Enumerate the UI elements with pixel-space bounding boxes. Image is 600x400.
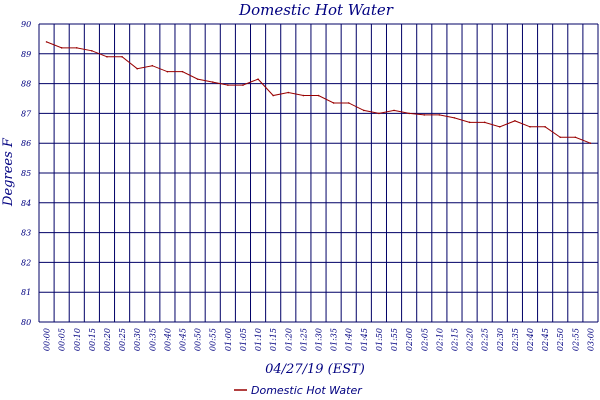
- y-tick-label: 83: [21, 229, 31, 238]
- y-tick-label: 85: [21, 169, 31, 178]
- data-point: [363, 109, 365, 112]
- data-point: [544, 126, 546, 128]
- data-point: [468, 121, 471, 124]
- data-point: [181, 70, 184, 73]
- x-tick-label: 01:25: [299, 328, 308, 351]
- y-tick-label: 80: [21, 318, 31, 327]
- data-point: [393, 109, 395, 112]
- data-point: [498, 126, 501, 128]
- data-point: [151, 64, 154, 67]
- data-point: [121, 55, 123, 58]
- data-point: [196, 78, 199, 80]
- x-tick-label: 01:50: [375, 328, 384, 351]
- data-point: [453, 117, 456, 119]
- x-tick-label: 01:40: [345, 328, 354, 351]
- x-tick-label: 03:00: [586, 328, 595, 351]
- data-point: [242, 84, 244, 86]
- y-gridlines: [39, 23, 598, 323]
- data-point: [257, 78, 259, 80]
- x-tick-label: 02:00: [405, 328, 414, 351]
- y-tick-label: 81: [21, 288, 31, 297]
- x-tick-label: 02:35: [511, 328, 520, 351]
- x-tick-label: 02:45: [541, 328, 550, 351]
- data-point: [136, 67, 139, 70]
- data-point: [529, 126, 531, 128]
- x-tick-label: 02:40: [526, 328, 535, 351]
- x-tick-label: 00:00: [43, 328, 52, 351]
- data-point: [45, 41, 48, 43]
- x-tick-label: 00:30: [133, 328, 142, 351]
- data-point: [317, 94, 320, 97]
- x-tick-label: 00:15: [88, 328, 97, 351]
- chart-title: Domestic Hot Water: [238, 1, 394, 19]
- x-tick-label: 01:00: [224, 328, 233, 351]
- x-tick-label: 01:15: [269, 328, 278, 351]
- x-tick-label: 02:30: [496, 328, 505, 351]
- data-point: [272, 94, 274, 97]
- data-point: [166, 70, 169, 73]
- data-point: [514, 120, 516, 122]
- x-tick-label: 00:35: [148, 328, 157, 351]
- x-tick-label: 01:05: [239, 328, 248, 351]
- x-tick-label: 02:20: [466, 328, 475, 351]
- data-point: [302, 94, 305, 97]
- x-tick-label: 02:15: [450, 328, 459, 351]
- x-tick-label: 02:50: [556, 328, 565, 351]
- x-tick-label: 00:45: [179, 328, 188, 351]
- data-point: [423, 114, 426, 116]
- x-tick-label: 00:50: [194, 328, 203, 351]
- x-tick-label: 00:25: [118, 328, 127, 351]
- series-line: [46, 41, 591, 144]
- x-tick-label: 01:30: [315, 328, 324, 351]
- data-point: [106, 55, 108, 58]
- x-tick-label: 00:10: [73, 328, 82, 351]
- y-tick-label: 86: [21, 139, 31, 148]
- x-tick-label: 02:55: [571, 328, 580, 351]
- x-tick-label: 02:10: [435, 328, 444, 351]
- data-point: [211, 81, 214, 83]
- series-layer: [45, 41, 592, 144]
- y-tick-label: 87: [21, 109, 32, 118]
- data-point: [91, 50, 93, 52]
- y-tick-label: 89: [21, 50, 31, 59]
- x-tick-label: 00:40: [163, 328, 172, 351]
- x-tick-label: 00:55: [209, 328, 218, 351]
- data-point: [60, 47, 63, 49]
- data-point: [574, 136, 577, 139]
- y-tick-labels: 80 81 82 83 84 85 86 87 88 89 90: [21, 20, 32, 327]
- data-point: [589, 142, 592, 144]
- data-point: [483, 121, 486, 124]
- y-axis-label: Degrees F: [1, 137, 16, 207]
- x-tick-label: 01:10: [254, 328, 263, 351]
- x-tick-label: 01:35: [330, 328, 339, 351]
- data-point: [75, 47, 78, 49]
- y-tick-label: 88: [21, 80, 31, 89]
- y-tick-label: 84: [21, 199, 31, 208]
- data-point: [287, 91, 290, 94]
- x-tick-label: 01:45: [360, 328, 369, 351]
- legend: Domestic Hot Water: [234, 384, 363, 397]
- data-point: [227, 84, 229, 86]
- data-point: [332, 102, 335, 104]
- x-tick-label: 00:20: [103, 328, 112, 351]
- y-tick-label: 90: [21, 20, 31, 29]
- y-tick-label: 82: [21, 258, 31, 267]
- data-point: [347, 102, 350, 104]
- x-axis-label: 04/27/19 (EST): [265, 362, 365, 377]
- x-tick-label: 02:25: [481, 328, 490, 351]
- data-point: [408, 112, 410, 115]
- x-gridlines: [38, 24, 599, 322]
- legend-label: Domestic Hot Water: [251, 384, 363, 397]
- x-tick-label: 00:05: [58, 328, 67, 351]
- data-point: [559, 136, 562, 139]
- x-tick-label: 02:05: [420, 328, 429, 351]
- data-point: [438, 114, 441, 116]
- data-point: [378, 112, 380, 115]
- x-tick-label: 01:20: [284, 328, 293, 351]
- x-tick-labels: 00:00 00:05 00:10 00:15 00:20 00:25 00:30 00:35…: [43, 328, 596, 351]
- x-tick-label: 01:55: [390, 328, 399, 351]
